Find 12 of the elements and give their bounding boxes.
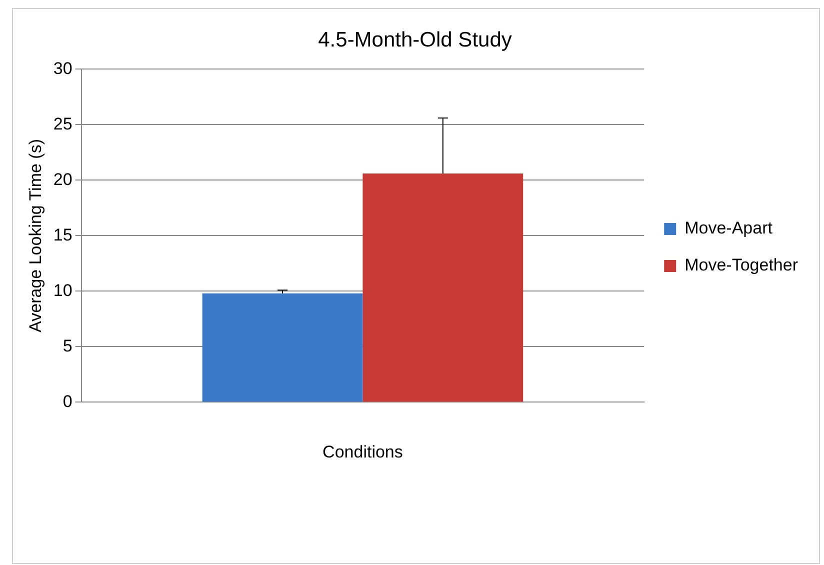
y-axis-title: Average Looking Time (s) — [26, 138, 45, 332]
y-tick-label: 10 — [53, 280, 72, 300]
y-tick-label: 0 — [62, 392, 72, 411]
y-tick-label: 25 — [53, 114, 72, 134]
x-axis-title: Conditions — [322, 442, 403, 462]
legend-label: Move-Together — [684, 256, 798, 275]
y-tick-label: 30 — [53, 58, 72, 78]
y-tick-label: 20 — [53, 170, 72, 189]
y-tick-label: 5 — [62, 336, 72, 356]
legend-label: Move-Apart — [684, 218, 773, 238]
y-tick-label: 15 — [53, 225, 72, 244]
chart-title: 4.5-Month-Old Study — [318, 28, 512, 52]
